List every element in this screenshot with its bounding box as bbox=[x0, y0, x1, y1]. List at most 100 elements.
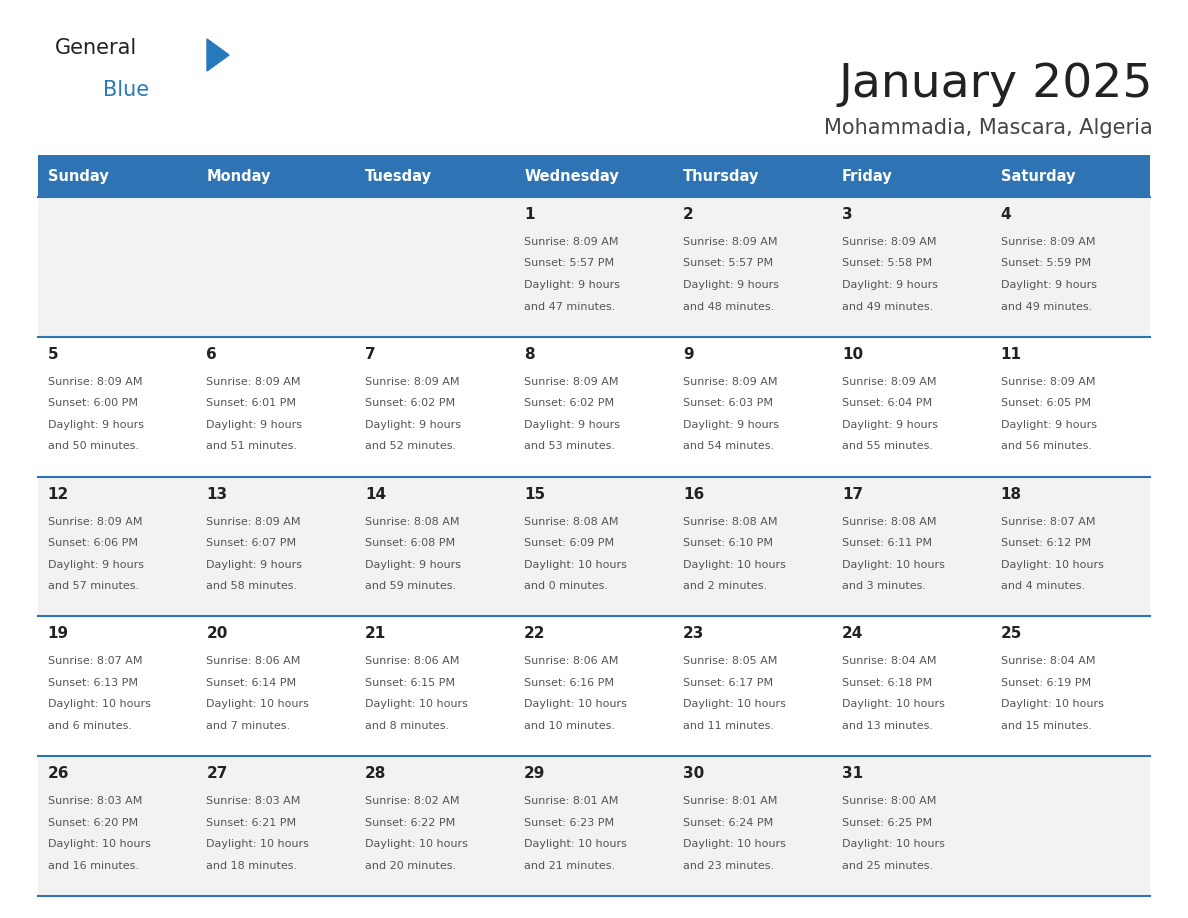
Text: and 54 minutes.: and 54 minutes. bbox=[683, 442, 775, 452]
Bar bbox=[38, 155, 197, 197]
Text: Daylight: 10 hours: Daylight: 10 hours bbox=[48, 700, 151, 710]
Text: Daylight: 10 hours: Daylight: 10 hours bbox=[365, 839, 468, 849]
Text: Daylight: 9 hours: Daylight: 9 hours bbox=[365, 560, 461, 569]
Text: Sunrise: 8:08 AM: Sunrise: 8:08 AM bbox=[683, 517, 777, 527]
Text: 16: 16 bbox=[683, 487, 704, 501]
Text: Sunset: 5:58 PM: Sunset: 5:58 PM bbox=[842, 259, 931, 268]
Text: Daylight: 9 hours: Daylight: 9 hours bbox=[842, 420, 937, 430]
Text: 3: 3 bbox=[842, 207, 853, 222]
Text: Daylight: 9 hours: Daylight: 9 hours bbox=[524, 420, 620, 430]
Text: Sunset: 6:10 PM: Sunset: 6:10 PM bbox=[683, 538, 773, 548]
Text: Sunset: 6:05 PM: Sunset: 6:05 PM bbox=[1000, 398, 1091, 409]
Bar bbox=[38, 337, 1150, 476]
Text: Saturday: Saturday bbox=[1000, 169, 1075, 184]
Text: Sunrise: 8:02 AM: Sunrise: 8:02 AM bbox=[365, 796, 460, 806]
Text: Daylight: 10 hours: Daylight: 10 hours bbox=[842, 700, 944, 710]
Text: Sunset: 6:03 PM: Sunset: 6:03 PM bbox=[683, 398, 773, 409]
Bar bbox=[38, 197, 1150, 337]
Text: 1: 1 bbox=[524, 207, 535, 222]
Text: and 56 minutes.: and 56 minutes. bbox=[1000, 442, 1092, 452]
Text: 30: 30 bbox=[683, 767, 704, 781]
Text: Daylight: 10 hours: Daylight: 10 hours bbox=[683, 700, 785, 710]
Text: Sunrise: 8:07 AM: Sunrise: 8:07 AM bbox=[1000, 517, 1095, 527]
Text: Daylight: 10 hours: Daylight: 10 hours bbox=[207, 839, 309, 849]
Text: and 8 minutes.: and 8 minutes. bbox=[365, 721, 449, 731]
Text: Sunrise: 8:06 AM: Sunrise: 8:06 AM bbox=[365, 656, 460, 666]
Text: 25: 25 bbox=[1000, 626, 1022, 642]
Text: Sunset: 6:20 PM: Sunset: 6:20 PM bbox=[48, 818, 138, 828]
Text: Sunrise: 8:08 AM: Sunrise: 8:08 AM bbox=[365, 517, 460, 527]
Text: Sunrise: 8:04 AM: Sunrise: 8:04 AM bbox=[1000, 656, 1095, 666]
Text: 31: 31 bbox=[842, 767, 862, 781]
Text: Sunset: 6:09 PM: Sunset: 6:09 PM bbox=[524, 538, 614, 548]
Text: Sunrise: 8:05 AM: Sunrise: 8:05 AM bbox=[683, 656, 777, 666]
Text: 24: 24 bbox=[842, 626, 864, 642]
Text: 29: 29 bbox=[524, 767, 545, 781]
Text: Daylight: 9 hours: Daylight: 9 hours bbox=[48, 420, 144, 430]
Text: Sunset: 6:19 PM: Sunset: 6:19 PM bbox=[1000, 677, 1091, 688]
Text: and 3 minutes.: and 3 minutes. bbox=[842, 581, 925, 591]
Text: 5: 5 bbox=[48, 347, 58, 362]
Text: Thursday: Thursday bbox=[683, 169, 759, 184]
Text: Sunrise: 8:09 AM: Sunrise: 8:09 AM bbox=[48, 517, 143, 527]
Text: Sunrise: 8:09 AM: Sunrise: 8:09 AM bbox=[1000, 376, 1095, 386]
Text: Blue: Blue bbox=[103, 80, 150, 100]
Text: Sunrise: 8:09 AM: Sunrise: 8:09 AM bbox=[1000, 237, 1095, 247]
Text: Sunrise: 8:09 AM: Sunrise: 8:09 AM bbox=[524, 376, 619, 386]
Bar bbox=[38, 756, 1150, 896]
Text: Daylight: 9 hours: Daylight: 9 hours bbox=[1000, 420, 1097, 430]
Text: Sunrise: 8:09 AM: Sunrise: 8:09 AM bbox=[683, 237, 777, 247]
Text: 17: 17 bbox=[842, 487, 862, 501]
Text: Sunset: 6:25 PM: Sunset: 6:25 PM bbox=[842, 818, 931, 828]
Text: and 25 minutes.: and 25 minutes. bbox=[842, 861, 933, 870]
Text: 21: 21 bbox=[365, 626, 386, 642]
Text: Daylight: 10 hours: Daylight: 10 hours bbox=[842, 560, 944, 569]
Text: Sunset: 6:24 PM: Sunset: 6:24 PM bbox=[683, 818, 773, 828]
Text: Sunset: 6:00 PM: Sunset: 6:00 PM bbox=[48, 398, 138, 409]
Text: Sunrise: 8:09 AM: Sunrise: 8:09 AM bbox=[842, 376, 936, 386]
Text: Sunset: 6:07 PM: Sunset: 6:07 PM bbox=[207, 538, 297, 548]
Text: Sunset: 6:22 PM: Sunset: 6:22 PM bbox=[365, 818, 455, 828]
Text: Sunset: 5:59 PM: Sunset: 5:59 PM bbox=[1000, 259, 1091, 268]
Text: Sunrise: 8:07 AM: Sunrise: 8:07 AM bbox=[48, 656, 143, 666]
Bar bbox=[674, 155, 833, 197]
Text: 6: 6 bbox=[207, 347, 217, 362]
Text: Sunrise: 8:09 AM: Sunrise: 8:09 AM bbox=[365, 376, 460, 386]
Text: January 2025: January 2025 bbox=[839, 62, 1154, 107]
Text: Sunrise: 8:03 AM: Sunrise: 8:03 AM bbox=[48, 796, 141, 806]
Text: Sunset: 6:08 PM: Sunset: 6:08 PM bbox=[365, 538, 455, 548]
Text: Sunset: 6:11 PM: Sunset: 6:11 PM bbox=[842, 538, 931, 548]
Text: and 16 minutes.: and 16 minutes. bbox=[48, 861, 139, 870]
Text: Tuesday: Tuesday bbox=[365, 169, 432, 184]
Text: Sunset: 6:16 PM: Sunset: 6:16 PM bbox=[524, 677, 614, 688]
Text: and 51 minutes.: and 51 minutes. bbox=[207, 442, 297, 452]
Text: Sunrise: 8:09 AM: Sunrise: 8:09 AM bbox=[207, 517, 301, 527]
Text: Daylight: 9 hours: Daylight: 9 hours bbox=[207, 420, 303, 430]
Text: Sunset: 5:57 PM: Sunset: 5:57 PM bbox=[683, 259, 773, 268]
Text: Sunrise: 8:09 AM: Sunrise: 8:09 AM bbox=[48, 376, 143, 386]
Text: Wednesday: Wednesday bbox=[524, 169, 619, 184]
Text: and 50 minutes.: and 50 minutes. bbox=[48, 442, 139, 452]
Text: Sunset: 6:18 PM: Sunset: 6:18 PM bbox=[842, 677, 931, 688]
Text: 13: 13 bbox=[207, 487, 228, 501]
Text: Sunrise: 8:01 AM: Sunrise: 8:01 AM bbox=[524, 796, 619, 806]
Text: 23: 23 bbox=[683, 626, 704, 642]
Text: Sunset: 6:17 PM: Sunset: 6:17 PM bbox=[683, 677, 773, 688]
Text: Sunset: 6:04 PM: Sunset: 6:04 PM bbox=[842, 398, 931, 409]
Text: Sunset: 6:21 PM: Sunset: 6:21 PM bbox=[207, 818, 297, 828]
Text: Sunrise: 8:08 AM: Sunrise: 8:08 AM bbox=[524, 517, 619, 527]
Text: and 15 minutes.: and 15 minutes. bbox=[1000, 721, 1092, 731]
Text: Daylight: 10 hours: Daylight: 10 hours bbox=[207, 700, 309, 710]
Text: 7: 7 bbox=[365, 347, 375, 362]
Text: Sunset: 5:57 PM: Sunset: 5:57 PM bbox=[524, 259, 614, 268]
Bar bbox=[38, 476, 1150, 616]
Text: Sunset: 6:01 PM: Sunset: 6:01 PM bbox=[207, 398, 296, 409]
Text: Daylight: 9 hours: Daylight: 9 hours bbox=[48, 560, 144, 569]
Text: Sunrise: 8:01 AM: Sunrise: 8:01 AM bbox=[683, 796, 777, 806]
Text: and 58 minutes.: and 58 minutes. bbox=[207, 581, 297, 591]
Text: and 48 minutes.: and 48 minutes. bbox=[683, 301, 775, 311]
Bar bbox=[833, 155, 991, 197]
Text: Sunrise: 8:08 AM: Sunrise: 8:08 AM bbox=[842, 517, 936, 527]
Bar bbox=[355, 155, 514, 197]
Text: 10: 10 bbox=[842, 347, 862, 362]
